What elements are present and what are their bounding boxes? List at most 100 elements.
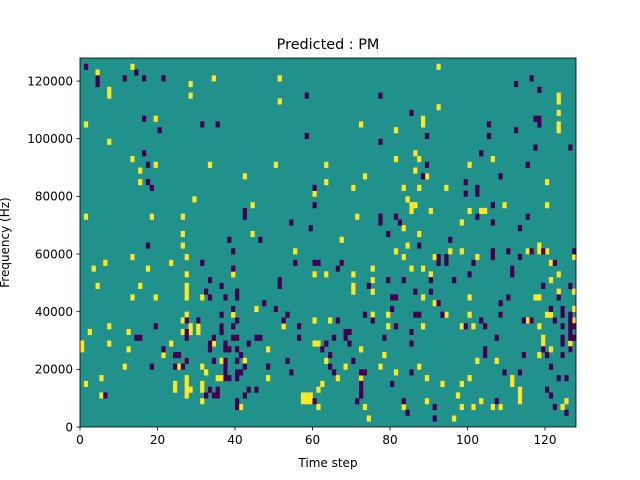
heatmap-cell-high: [188, 92, 193, 99]
heatmap-cell-high: [188, 386, 193, 393]
heatmap-cell-low: [142, 150, 147, 157]
heatmap-cell-high: [417, 363, 422, 370]
heatmap-cell-low: [207, 294, 213, 301]
heatmap-cell-low: [378, 92, 383, 99]
heatmap-cell-high: [99, 375, 104, 382]
heatmap-cell-low: [413, 288, 418, 295]
heatmap-cell-high: [475, 254, 480, 261]
heatmap-cell-high: [572, 288, 577, 295]
heatmap-cell-low: [401, 398, 406, 405]
heatmap-cell-high: [95, 282, 100, 289]
heatmap-cell-high: [180, 213, 185, 220]
heatmap-cell-high: [490, 403, 495, 411]
heatmap-cell-low: [176, 352, 182, 359]
heatmap-cell-low: [134, 334, 139, 341]
heatmap-cell-high: [184, 294, 189, 301]
heatmap-cell-low: [386, 230, 391, 238]
heatmap-cell-high: [196, 328, 201, 336]
heatmap-cell-high: [180, 230, 185, 238]
heatmap-cell-high: [537, 242, 542, 249]
heatmap-cell-low: [223, 346, 228, 353]
heatmap-cell-high: [413, 150, 418, 157]
plot-frame: [79, 57, 577, 428]
heatmap-cell-low: [227, 375, 232, 382]
heatmap-cell-low: [436, 259, 441, 266]
heatmap-cell-high: [149, 213, 154, 220]
heatmap-cell-high: [444, 184, 449, 191]
heatmap-cell-high: [200, 386, 205, 393]
heatmap-cell-high: [393, 127, 399, 134]
heatmap-cell-low: [393, 323, 399, 330]
heatmap-cell-high: [533, 294, 538, 301]
heatmap-cell-low: [397, 219, 402, 226]
heatmap-cell-high: [300, 398, 306, 405]
heatmap-cell-low: [486, 132, 492, 140]
heatmap-cell-high: [541, 340, 546, 347]
heatmap-cell-high: [219, 375, 224, 382]
heatmap-cell-high: [409, 202, 414, 209]
heatmap-cell-high: [428, 207, 433, 215]
heatmap-cell-high: [467, 161, 472, 168]
heatmap-cell-high: [200, 294, 205, 301]
heatmap-cell-low: [424, 161, 430, 168]
heatmap-cell-low: [405, 409, 410, 416]
heatmap-cell-low: [378, 138, 383, 145]
heatmap-cell-high: [548, 259, 554, 266]
heatmap-cell-low: [548, 363, 554, 370]
heatmap-cell-low: [200, 121, 205, 128]
heatmap-cell-low: [510, 271, 515, 278]
heatmap-cell-low: [328, 352, 333, 359]
heatmap-cell-high: [324, 357, 329, 364]
heatmap-cell-low: [568, 334, 573, 341]
heatmap-cell-low: [242, 363, 247, 370]
heatmap-cell-high: [188, 328, 193, 336]
heatmap-cell-low: [362, 311, 368, 318]
heatmap-cell-low: [293, 259, 298, 266]
heatmap-cell-low: [568, 346, 573, 353]
heatmap-cell-low: [223, 340, 228, 347]
heatmap-cell-high: [393, 156, 399, 163]
heatmap-cell-low: [514, 81, 519, 88]
heatmap-cell-high: [204, 369, 209, 376]
heatmap-cell-high: [339, 236, 344, 243]
heatmap-cell-high: [250, 202, 255, 209]
heatmap-cell-low: [568, 311, 573, 318]
heatmap-background: [80, 58, 576, 427]
heatmap-cell-low: [235, 403, 240, 411]
heatmap-cell-low: [95, 81, 100, 88]
heatmap-cell-high: [401, 403, 406, 411]
heatmap-cell-low: [161, 75, 166, 82]
heatmap-cell-low: [103, 392, 108, 399]
heatmap-cell-high: [545, 248, 550, 255]
heatmap-cell-high: [359, 346, 364, 353]
heatmap-cell-low: [196, 317, 201, 324]
heatmap-cell-low: [138, 334, 143, 341]
heatmap-cell-low: [219, 328, 224, 336]
heatmap-cell-low: [490, 202, 495, 209]
heatmap-cell-low: [386, 277, 391, 284]
heatmap-cell-high: [545, 311, 550, 318]
heatmap-cell-high: [413, 202, 418, 209]
heatmap-cell-high: [448, 248, 453, 255]
heatmap-cell-low: [223, 294, 228, 301]
heatmap-cell-high: [351, 282, 356, 289]
heatmap-cell-high: [316, 386, 321, 393]
heatmap-cell-low: [467, 271, 472, 278]
heatmap-cell-low: [529, 317, 534, 324]
heatmap-cell-low: [537, 86, 542, 93]
heatmap-cell-low: [231, 323, 236, 330]
heatmap-cell-high: [556, 109, 561, 117]
chart-title: Predicted : PM: [277, 37, 380, 53]
heatmap-cell-high: [184, 392, 189, 399]
heatmap-cell-low: [215, 392, 220, 399]
heatmap-cell-low: [390, 305, 395, 313]
heatmap-cell-low: [568, 144, 573, 151]
heatmap-cell-low: [564, 375, 569, 382]
heatmap-cell-high: [517, 386, 523, 393]
heatmap-cell-high: [153, 294, 158, 301]
heatmap-cell-low: [254, 386, 259, 393]
heatmap-cell-low: [552, 317, 557, 324]
heatmap-cell-low: [343, 328, 348, 336]
heatmap-cell-high: [424, 375, 430, 382]
